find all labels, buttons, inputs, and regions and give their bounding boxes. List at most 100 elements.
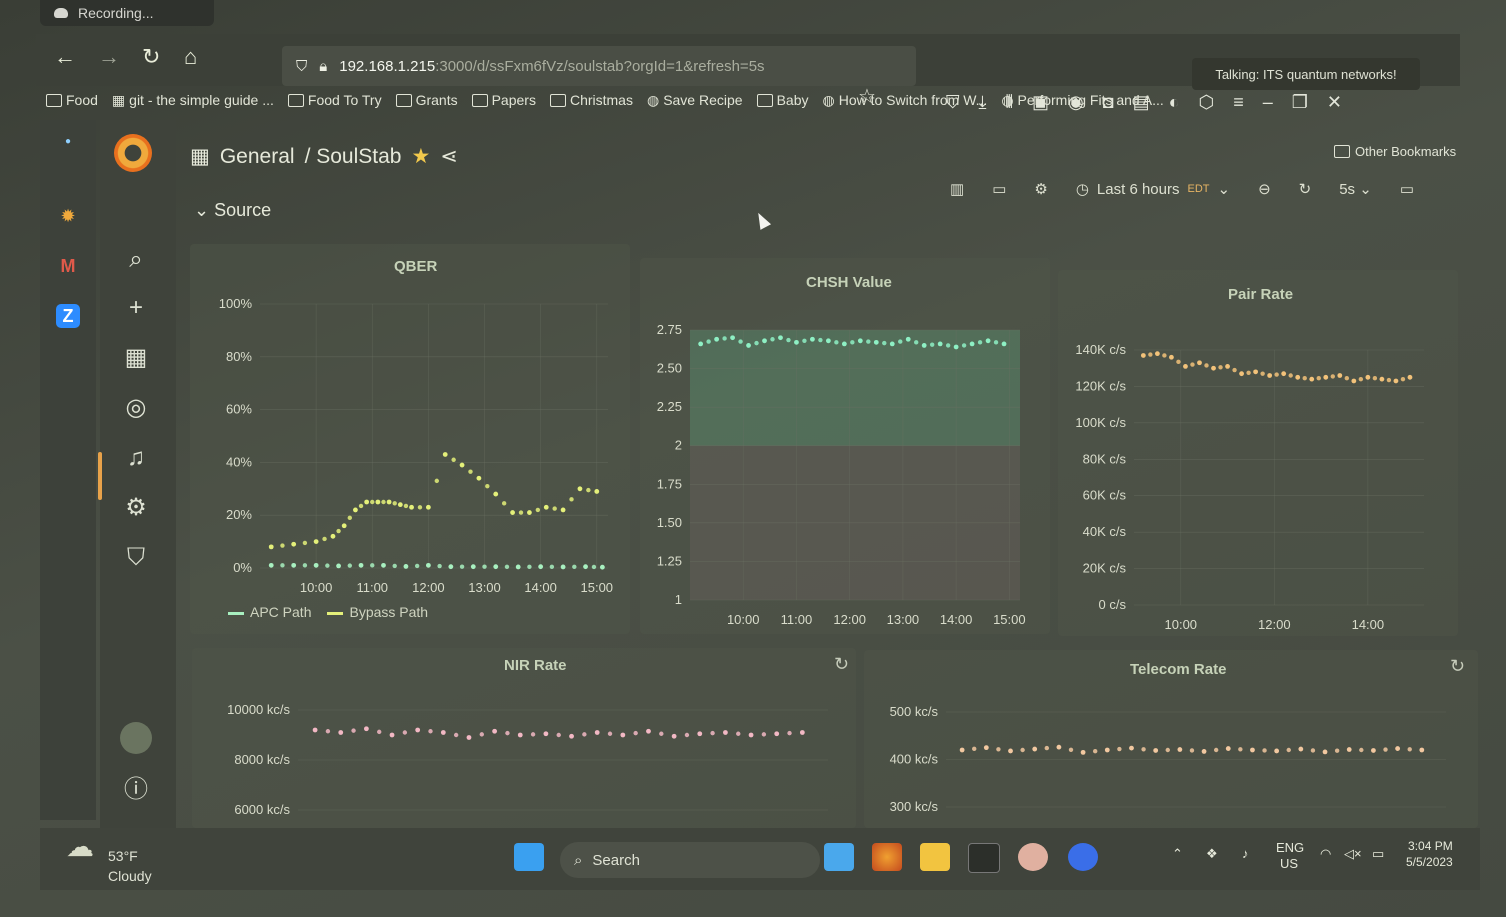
row-header[interactable]: ⌄ Source: [194, 200, 272, 220]
firefox-icon[interactable]: [872, 843, 902, 871]
grafana-app-icon[interactable]: ✹: [60, 206, 76, 226]
explore-icon[interactable]: ◎: [125, 394, 147, 421]
battery-icon[interactable]: ▭: [1372, 846, 1385, 861]
plus-icon[interactable]: +: [128, 294, 143, 321]
data-point: [761, 732, 767, 737]
time-picker[interactable]: ◷ Last 6 hours EDT ⌄: [1076, 180, 1230, 199]
close-icon[interactable]: ✕: [1326, 92, 1343, 112]
tv-mode-icon[interactable]: ▭: [1399, 181, 1414, 198]
pocket-icon[interactable]: ⛉: [946, 92, 960, 112]
data-point: [914, 340, 919, 345]
folder-icon: [471, 93, 488, 107]
page-title[interactable]: / SoulStab: [304, 144, 402, 168]
weather-widget[interactable]: 53°F Cloudy: [108, 846, 152, 886]
legend-bypass[interactable]: Bypass Path: [327, 604, 428, 620]
palette-icon[interactable]: ◐: [1168, 92, 1180, 112]
breadcrumb-folder[interactable]: General: [219, 144, 295, 168]
bookmark-star-icon[interactable]: ☆: [858, 86, 876, 108]
data-point: [1225, 363, 1230, 369]
bookmark-5[interactable]: Christmas: [549, 92, 633, 108]
library-icon[interactable]: ⫴: [1005, 92, 1014, 112]
settings-icon[interactable]: ⚙: [1034, 181, 1048, 198]
other-bookmarks[interactable]: Other Bookmarks: [1334, 144, 1456, 159]
star-icon[interactable]: ★: [411, 145, 431, 168]
data-point: [492, 728, 498, 734]
bookmark-3[interactable]: Grants: [395, 92, 458, 108]
forward-icon[interactable]: →: [98, 44, 120, 69]
volume-icon[interactable]: ◁×: [1344, 846, 1362, 861]
download-icon[interactable]: ⤓: [978, 92, 987, 112]
sidebar-dot-icon[interactable]: ●: [64, 136, 72, 147]
chsh-green-band: [690, 330, 1020, 446]
data-point: [358, 562, 364, 568]
bookmark-7[interactable]: Baby: [756, 92, 809, 108]
back-icon[interactable]: ←: [54, 44, 76, 69]
windows-start-icon[interactable]: [514, 843, 544, 871]
legend-apc[interactable]: APC Path: [228, 604, 311, 620]
chart-chsh: 1 1.25 1.50 1.75 2 2.25 2.50 2.75 10:00 11:00 12:0…: [657, 322, 1026, 627]
chevron-up-icon[interactable]: ⌃: [1172, 846, 1183, 861]
bell-icon[interactable]: ♫: [127, 444, 145, 471]
gmail-icon[interactable]: M: [60, 256, 76, 276]
shield-icon[interactable]: ⛉: [127, 544, 145, 571]
microphone-icon[interactable]: ♪: [1242, 846, 1249, 861]
dropbox-icon[interactable]: ❖: [1206, 846, 1218, 861]
data-point: [466, 735, 472, 740]
bookmark-8[interactable]: ◍ How to Switch from W...: [822, 91, 988, 109]
language-indicator[interactable]: ENG US: [1276, 840, 1305, 871]
extensions-icon[interactable]: ⬡: [1198, 92, 1215, 112]
zoom-icon[interactable]: Z: [56, 304, 80, 328]
weather-icon[interactable]: ☁: [66, 831, 94, 862]
minimize-icon[interactable]: –: [1262, 92, 1273, 112]
reload-icon[interactable]: ↻: [142, 44, 161, 69]
weather-text: Cloudy: [108, 868, 152, 884]
notes-icon[interactable]: ▤: [1132, 92, 1150, 112]
terminal-icon[interactable]: [968, 843, 1000, 873]
data-point: [953, 344, 959, 350]
grafana-nav: ⌕ + ▦ ◎ ♫ ⚙ ⛉ ⓘ: [98, 120, 176, 830]
tab-talking[interactable]: Talking: ITS quantum networks!: [1192, 58, 1420, 90]
refresh-interval[interactable]: 5s ⌄: [1339, 181, 1372, 198]
grafana-logo[interactable]: [114, 134, 152, 172]
nav-active-indicator: [98, 452, 102, 500]
data-point: [501, 501, 507, 506]
restore-icon[interactable]: ❐: [1291, 92, 1308, 112]
save-icon[interactable]: ▭: [992, 181, 1007, 198]
taskbar-search[interactable]: ⌕ Search: [560, 842, 820, 878]
dashboards-grid-icon: ▦: [190, 145, 210, 168]
extension-icon[interactable]: ◉: [1068, 92, 1084, 112]
menu-icon[interactable]: ≡: [1233, 92, 1244, 112]
gear-icon[interactable]: ⚙: [125, 494, 147, 521]
add-panel-icon[interactable]: ▥: [950, 181, 965, 198]
data-point: [280, 543, 285, 548]
dashboards-icon[interactable]: ▦: [124, 344, 148, 371]
bookmark-4[interactable]: Papers: [471, 92, 536, 108]
data-point: [1183, 363, 1188, 369]
bookmark-1[interactable]: ▦ git - the simple guide ...: [111, 91, 274, 109]
bookmark-6[interactable]: ◍ Save Recipe: [646, 91, 743, 109]
zoom-taskbar-icon[interactable]: [1068, 843, 1098, 871]
help-icon[interactable]: ⓘ: [124, 776, 148, 803]
panel-refresh-icon[interactable]: ↻: [834, 654, 850, 674]
bookmark-0[interactable]: Food: [46, 92, 98, 108]
taskbar-clock[interactable]: 3:04 PM 5/5/2023: [1406, 839, 1453, 869]
avatar[interactable]: [120, 722, 152, 754]
url-bar[interactable]: ⛉ 🔒︎ 192.168.1.215:3000/d/ssFxm6fVz/soul…: [282, 46, 916, 86]
search-icon[interactable]: ⌕: [129, 246, 143, 273]
file-explorer-icon[interactable]: [920, 843, 950, 871]
home-icon[interactable]: ⌂: [184, 44, 198, 69]
zoom-out-icon[interactable]: ⊖: [1258, 181, 1271, 198]
wifi-icon[interactable]: ◠: [1320, 846, 1332, 861]
app-icon[interactable]: [1018, 843, 1048, 871]
share-icon[interactable]: ⋖: [440, 145, 458, 168]
task-view-icon[interactable]: [824, 843, 854, 871]
data-point: [905, 336, 911, 342]
bookmark-2[interactable]: Food To Try: [287, 92, 382, 108]
data-point: [482, 564, 487, 569]
panel-refresh-icon[interactable]: ↻: [1450, 656, 1466, 676]
search-icon: ⌕: [574, 851, 583, 869]
bitwarden-icon[interactable]: ◘: [1102, 92, 1114, 112]
sidebar-icon[interactable]: ▣: [1032, 92, 1050, 112]
refresh-icon[interactable]: ↻: [1298, 181, 1312, 198]
bookmark-9[interactable]: ◍ Performing Fits and A...: [1001, 91, 1164, 109]
